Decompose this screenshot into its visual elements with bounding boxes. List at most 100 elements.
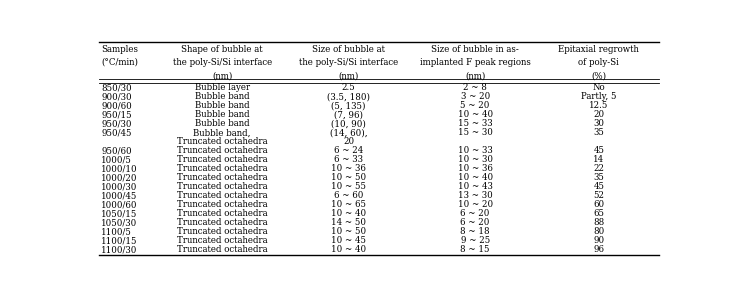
Text: 1100/30: 1100/30	[102, 246, 138, 255]
Text: 10 ~ 36: 10 ~ 36	[331, 164, 366, 173]
Text: Size of bubble in as-: Size of bubble in as-	[431, 45, 519, 54]
Text: (%): (%)	[591, 71, 606, 80]
Text: 900/60: 900/60	[102, 101, 132, 110]
Text: Bubble band: Bubble band	[195, 119, 249, 128]
Text: 1000/5: 1000/5	[102, 155, 132, 164]
Text: Truncated octahedra: Truncated octahedra	[177, 182, 267, 191]
Text: implanted F peak regions: implanted F peak regions	[420, 58, 531, 67]
Text: 2.5: 2.5	[342, 83, 355, 92]
Text: 10 ~ 33: 10 ~ 33	[458, 146, 493, 155]
Text: 45: 45	[594, 182, 604, 191]
Text: 10 ~ 36: 10 ~ 36	[458, 164, 493, 173]
Text: (3.5, 180): (3.5, 180)	[327, 92, 370, 101]
Text: No: No	[592, 83, 605, 92]
Text: Truncated octahedra: Truncated octahedra	[177, 219, 267, 228]
Text: 10 ~ 30: 10 ~ 30	[458, 155, 493, 164]
Text: Truncated octahedra: Truncated octahedra	[177, 191, 267, 200]
Text: Truncated octahedra: Truncated octahedra	[177, 146, 267, 155]
Text: 65: 65	[594, 210, 604, 219]
Text: 52: 52	[594, 191, 604, 200]
Text: 6 ~ 20: 6 ~ 20	[461, 210, 490, 219]
Text: 10 ~ 40: 10 ~ 40	[458, 110, 493, 119]
Text: 10 ~ 50: 10 ~ 50	[331, 173, 367, 182]
Text: of poly-Si: of poly-Si	[579, 58, 619, 67]
Text: (nm): (nm)	[212, 71, 232, 80]
Text: 950/45: 950/45	[102, 128, 132, 137]
Text: Bubble layer: Bubble layer	[194, 83, 250, 92]
Text: 5 ~ 20: 5 ~ 20	[461, 101, 490, 110]
Text: 14 ~ 50: 14 ~ 50	[331, 219, 366, 228]
Text: 10 ~ 55: 10 ~ 55	[331, 182, 366, 191]
Text: 10 ~ 40: 10 ~ 40	[331, 210, 367, 219]
Text: 8 ~ 18: 8 ~ 18	[460, 228, 490, 237]
Text: 88: 88	[593, 219, 605, 228]
Text: Truncated octahedra: Truncated octahedra	[177, 210, 267, 219]
Text: 10 ~ 50: 10 ~ 50	[331, 228, 367, 237]
Text: 950/30: 950/30	[102, 119, 132, 128]
Text: 60: 60	[594, 200, 604, 210]
Text: 8 ~ 15: 8 ~ 15	[460, 246, 490, 255]
Text: 80: 80	[593, 228, 605, 237]
Text: Truncated octahedra: Truncated octahedra	[177, 155, 267, 164]
Text: 3 ~ 20: 3 ~ 20	[461, 92, 490, 101]
Text: Partly, 5: Partly, 5	[581, 92, 617, 101]
Text: Truncated octahedra: Truncated octahedra	[177, 246, 267, 255]
Text: 1000/20: 1000/20	[102, 173, 138, 182]
Text: Bubble band: Bubble band	[195, 101, 249, 110]
Text: 14: 14	[594, 155, 604, 164]
Text: 22: 22	[594, 164, 604, 173]
Text: 15 ~ 33: 15 ~ 33	[458, 119, 493, 128]
Text: (nm): (nm)	[338, 71, 359, 80]
Text: 6 ~ 60: 6 ~ 60	[334, 191, 364, 200]
Text: 10 ~ 20: 10 ~ 20	[458, 200, 493, 210]
Text: 900/30: 900/30	[102, 92, 132, 101]
Text: 1050/30: 1050/30	[102, 219, 137, 228]
Text: 45: 45	[594, 146, 604, 155]
Text: 6 ~ 24: 6 ~ 24	[334, 146, 364, 155]
Text: (14, 60),: (14, 60),	[330, 128, 367, 137]
Text: Bubble band: Bubble band	[195, 110, 249, 119]
Text: 35: 35	[594, 173, 604, 182]
Text: 10 ~ 65: 10 ~ 65	[331, 200, 366, 210]
Text: 1100/15: 1100/15	[102, 237, 138, 246]
Text: 1100/5: 1100/5	[102, 228, 132, 237]
Text: 1000/10: 1000/10	[102, 164, 138, 173]
Text: 12.5: 12.5	[589, 101, 608, 110]
Text: 30: 30	[594, 119, 604, 128]
Text: Size of bubble at: Size of bubble at	[312, 45, 385, 54]
Text: 950/15: 950/15	[102, 110, 132, 119]
Text: (nm): (nm)	[465, 71, 485, 80]
Text: 96: 96	[594, 246, 604, 255]
Text: Bubble band,: Bubble band,	[194, 128, 251, 137]
Text: 6 ~ 20: 6 ~ 20	[461, 219, 490, 228]
Text: 1050/15: 1050/15	[102, 210, 138, 219]
Text: (7, 96): (7, 96)	[334, 110, 363, 119]
Text: (°C/min): (°C/min)	[102, 58, 138, 67]
Text: Truncated octahedra: Truncated octahedra	[177, 164, 267, 173]
Text: 1000/60: 1000/60	[102, 200, 138, 210]
Text: 10 ~ 40: 10 ~ 40	[458, 173, 493, 182]
Text: 1000/30: 1000/30	[102, 182, 138, 191]
Text: 35: 35	[594, 128, 604, 137]
Text: 1000/45: 1000/45	[102, 191, 138, 200]
Text: Samples: Samples	[102, 45, 138, 54]
Text: (5, 135): (5, 135)	[332, 101, 366, 110]
Text: 10 ~ 45: 10 ~ 45	[331, 237, 366, 246]
Text: 2 ~ 8: 2 ~ 8	[463, 83, 487, 92]
Text: (10, 90): (10, 90)	[331, 119, 366, 128]
Text: Epitaxial regrowth: Epitaxial regrowth	[559, 45, 639, 54]
Text: 15 ~ 30: 15 ~ 30	[458, 128, 493, 137]
Text: the poly-Si/Si interface: the poly-Si/Si interface	[172, 58, 272, 67]
Text: 10 ~ 43: 10 ~ 43	[458, 182, 493, 191]
Text: Truncated octahedra: Truncated octahedra	[177, 228, 267, 237]
Text: Truncated octahedra: Truncated octahedra	[177, 237, 267, 246]
Text: Truncated octahedra: Truncated octahedra	[177, 200, 267, 210]
Text: 13 ~ 30: 13 ~ 30	[458, 191, 493, 200]
Text: the poly-Si/Si interface: the poly-Si/Si interface	[299, 58, 398, 67]
Text: 90: 90	[594, 237, 604, 246]
Text: 9 ~ 25: 9 ~ 25	[461, 237, 490, 246]
Text: 10 ~ 40: 10 ~ 40	[331, 246, 367, 255]
Text: Bubble band: Bubble band	[195, 92, 249, 101]
Text: Truncated octahedra: Truncated octahedra	[177, 173, 267, 182]
Text: 850/30: 850/30	[102, 83, 132, 92]
